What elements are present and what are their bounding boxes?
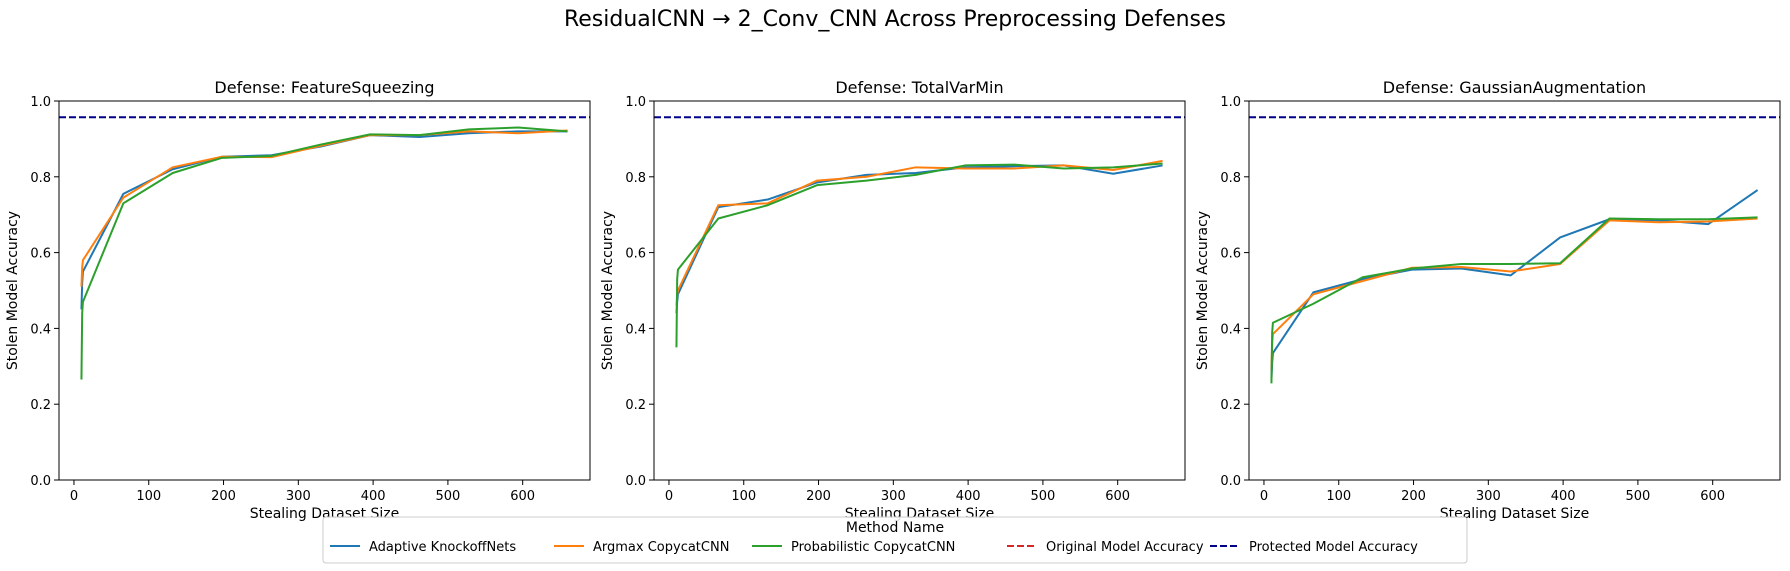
subplot-1: Defense: FeatureSqueezing 0 100 200 300 400 50… xyxy=(5,78,591,522)
x-tick-label: 500 xyxy=(435,489,460,504)
series-line-probabilistic-copycatcnn xyxy=(1270,216,1758,384)
legend-label: Probabilistic CopycatCNN xyxy=(791,540,955,555)
axes-frame xyxy=(58,100,591,481)
x-tick-label: 100 xyxy=(136,489,161,504)
x-tick-label: 400 xyxy=(361,489,386,504)
x-tick-label: 200 xyxy=(806,489,831,504)
y-axis-label: Stolen Model Accuracy xyxy=(600,211,616,370)
legend-label: Argmax CopycatCNN xyxy=(593,540,729,555)
legend: Method Name Adaptive KnockoffNets Argmax C… xyxy=(322,516,1468,564)
x-tick-label: 300 xyxy=(1476,489,1501,504)
figure-title: ResidualCNN → 2_Conv_CNN Across Preproce… xyxy=(564,7,1226,32)
x-tick-label: 500 xyxy=(1625,489,1650,504)
x-tick-label: 400 xyxy=(1551,489,1576,504)
y-tick-label: 1.0 xyxy=(625,95,646,110)
subplot-title: Defense: TotalVarMin xyxy=(835,78,1003,97)
series-line-argmax-copycatcnn xyxy=(80,129,568,287)
y-tick-label: 0.2 xyxy=(30,398,51,413)
y-tick-label: 0.6 xyxy=(30,247,51,262)
subplot-title: Defense: FeatureSqueezing xyxy=(214,78,434,97)
series-line-argmax-copycatcnn xyxy=(1270,217,1758,371)
y-tick-label: 0.8 xyxy=(625,171,646,186)
subplot-title: Defense: GaussianAugmentation xyxy=(1383,78,1646,97)
x-tick-label: 300 xyxy=(286,489,311,504)
subplot-3: Defense: GaussianAugmentation 0 100 200 300 4… xyxy=(1195,78,1781,522)
y-tick-label: 1.0 xyxy=(30,95,51,110)
series-line-argmax-copycatcnn xyxy=(675,159,1163,306)
axes-frame xyxy=(1248,100,1781,481)
y-tick-label: 0.0 xyxy=(30,474,51,489)
subplots: Defense: FeatureSqueezing 0 100 200 300 400 50… xyxy=(5,78,1781,522)
x-tick-label: 0 xyxy=(70,489,78,504)
y-axis-label: Stolen Model Accuracy xyxy=(1195,211,1211,370)
series-line-adaptive-knockoffnets xyxy=(80,130,568,310)
x-tick-label: 500 xyxy=(1030,489,1055,504)
x-tick-label: 100 xyxy=(731,489,756,504)
y-tick-label: 0.8 xyxy=(30,171,51,186)
y-tick-label: 0.4 xyxy=(625,322,646,337)
legend-box xyxy=(322,516,1468,564)
y-axis-label: Stolen Model Accuracy xyxy=(5,211,21,370)
y-tick-label: 0.0 xyxy=(1220,474,1241,489)
x-tick-label: 600 xyxy=(1105,489,1130,504)
series-line-adaptive-knockoffnets xyxy=(675,164,1163,314)
y-tick-label: 0.6 xyxy=(1220,247,1241,262)
x-tick-label: 200 xyxy=(1401,489,1426,504)
subplot-2: Defense: TotalVarMin 0 100 200 300 400 500 600 0… xyxy=(600,78,1186,522)
y-tick-label: 0.8 xyxy=(1220,171,1241,186)
y-tick-label: 1.0 xyxy=(1220,95,1241,110)
x-axis-label: Stealing Dataset Size xyxy=(1440,506,1590,522)
x-tick-label: 200 xyxy=(211,489,236,504)
x-tick-label: 300 xyxy=(881,489,906,504)
legend-label: Original Model Accuracy xyxy=(1046,540,1204,555)
y-tick-label: 0.2 xyxy=(625,398,646,413)
axes-frame xyxy=(653,100,1186,481)
series-line-probabilistic-copycatcnn xyxy=(80,126,568,380)
x-tick-label: 400 xyxy=(956,489,981,504)
x-tick-label: 0 xyxy=(1260,489,1268,504)
legend-title: Method Name xyxy=(846,520,944,536)
y-tick-label: 0.4 xyxy=(1220,322,1241,337)
y-tick-label: 0.6 xyxy=(625,247,646,262)
x-tick-label: 0 xyxy=(665,489,673,504)
y-tick-label: 0.2 xyxy=(1220,398,1241,413)
legend-label: Protected Model Accuracy xyxy=(1249,540,1418,555)
x-tick-label: 100 xyxy=(1326,489,1351,504)
y-tick-label: 0.4 xyxy=(30,322,51,337)
series-line-probabilistic-copycatcnn xyxy=(675,162,1163,348)
series-line-adaptive-knockoffnets xyxy=(1270,189,1759,380)
y-tick-label: 0.0 xyxy=(625,474,646,489)
legend-label: Adaptive KnockoffNets xyxy=(369,540,516,555)
x-tick-label: 600 xyxy=(1700,489,1725,504)
x-tick-label: 600 xyxy=(510,489,535,504)
